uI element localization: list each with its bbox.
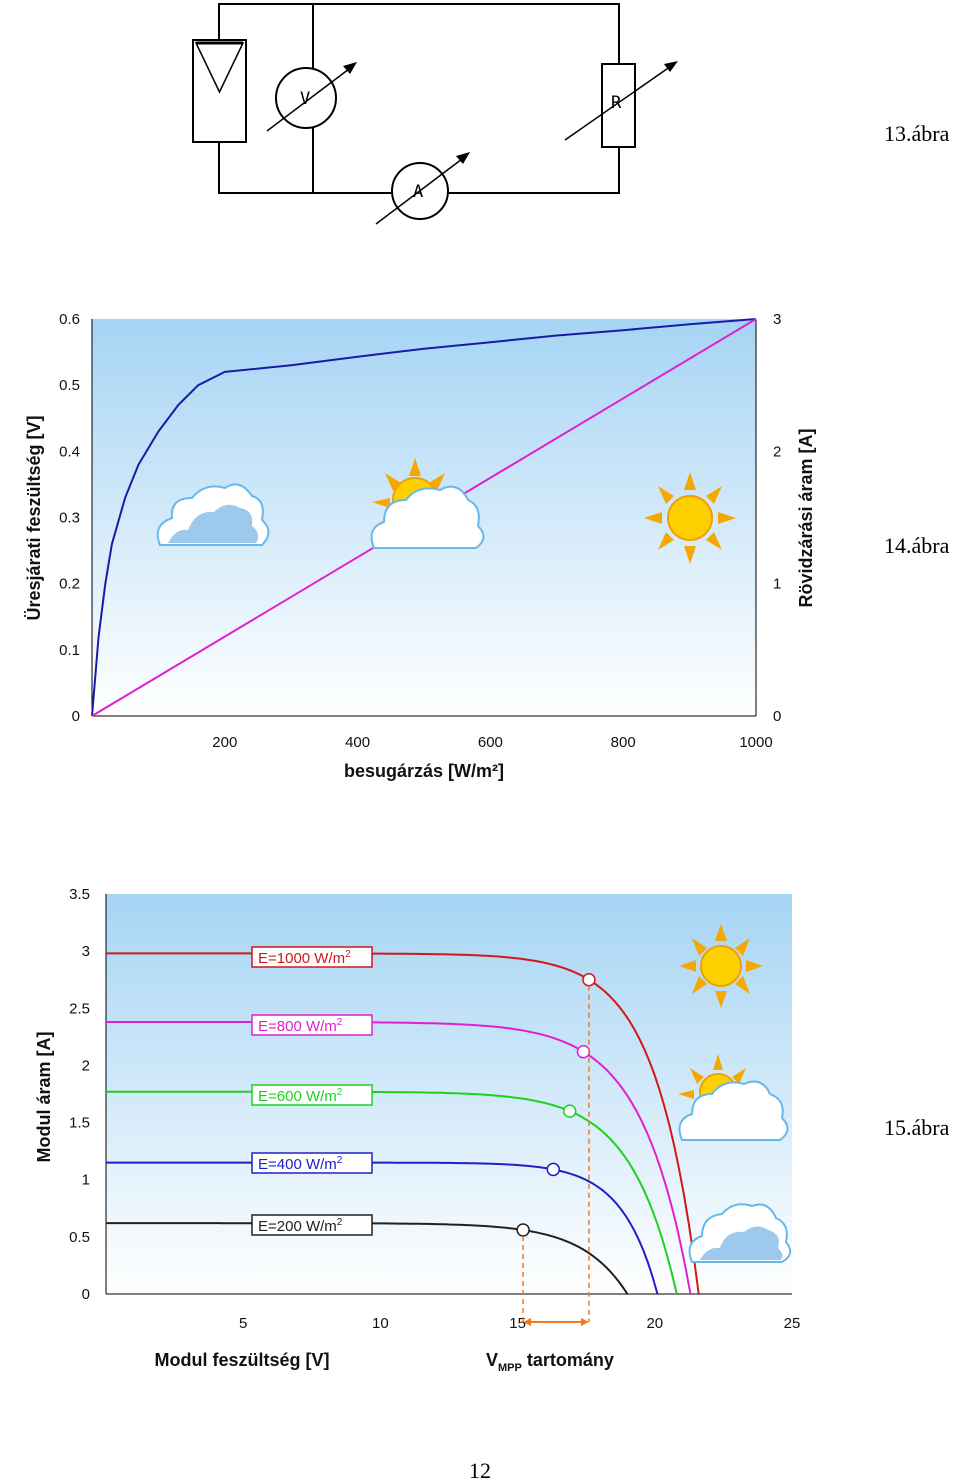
x-tick-label: 400 (345, 734, 370, 751)
y-tick-label: 1 (82, 1172, 90, 1189)
series-line-iv-curve (106, 952, 700, 1295)
vmpp-range-label: VMPP tartomány (486, 1350, 614, 1374)
x-tick-label: 15 (509, 1315, 526, 1332)
x-tick-label: 10 (372, 1315, 389, 1332)
mpp-point (516, 1223, 530, 1237)
y-left-tick-label: 0 (72, 708, 80, 725)
svg-text:E=200 W/m2: E=200 W/m2 (258, 1217, 343, 1235)
svg-text:E=600 W/m2: E=600 W/m2 (258, 1087, 343, 1105)
series-label: E=600 W/m2 (251, 1084, 373, 1106)
series-label: E=800 W/m2 (251, 1014, 373, 1036)
y-left-axis-label-14: Üresjárati feszültség [V] (24, 415, 44, 620)
sun-behind-cloud-icon (370, 458, 485, 549)
series-label: E=400 W/m2 (251, 1152, 373, 1174)
mpp-point (576, 1044, 591, 1059)
y-tick-label: 1.5 (69, 1115, 90, 1132)
x-tick-label: 20 (646, 1315, 663, 1332)
resistor-arrow-icon (564, 63, 675, 141)
y-right-axis-label-14: Rövidzárási áram [A] (796, 428, 816, 607)
x-tick-label: 5 (239, 1315, 247, 1332)
y-tick-label: 3.5 (69, 886, 90, 903)
figure-13-caption: 13.ábra (884, 121, 950, 146)
y-left-tick-label: 0.5 (59, 377, 80, 394)
sun-icon (644, 472, 736, 564)
sun-behind-cloud-icon (678, 1054, 789, 1141)
y-left-tick-label: 0.1 (59, 642, 80, 659)
x-axis-label-14: besugárzás [W/m²] (344, 761, 504, 781)
circuit-diagram: V A R (192, 3, 678, 225)
y-right-tick-label: 1 (773, 576, 781, 593)
series-line-iv-curve (106, 1090, 678, 1295)
y-tick-label: 2 (82, 1057, 90, 1074)
voltmeter-arrow-icon (266, 65, 354, 132)
x-tick-label: 800 (611, 734, 636, 751)
y-right-tick-label: 2 (773, 443, 781, 460)
svg-text:E=400 W/m2: E=400 W/m2 (258, 1155, 343, 1173)
page-number: 12 (469, 1458, 491, 1483)
y-axis-label-15: Modul áram [A] (34, 1031, 54, 1162)
voltmeter-label: V (300, 89, 310, 109)
x-tick-label: 25 (784, 1315, 801, 1332)
x-tick-label: 200 (212, 734, 237, 751)
y-left-tick-label: 0.2 (59, 576, 80, 593)
series-line-iv-curve (106, 1021, 692, 1295)
y-right-tick-label: 0 (773, 708, 781, 725)
y-right-tick-label: 3 (773, 311, 781, 328)
mpp-point (562, 1104, 577, 1118)
ammeter-arrow-icon (375, 155, 467, 225)
mpp-point (582, 972, 596, 987)
series-line-iv-curve (106, 1161, 659, 1295)
svg-text:E=800 W/m2: E=800 W/m2 (258, 1017, 343, 1035)
resistor-icon (601, 63, 636, 148)
x-tick-label: 600 (478, 734, 503, 751)
y-left-tick-label: 0.3 (59, 510, 80, 527)
sun-icon (679, 924, 763, 1008)
chart-iv-curves: 5 10 15 20 25 0 0.5 1 1.5 2 2.5 3 3.5 E=1000 W/m2 E=8… (34, 886, 800, 1374)
y-tick-label: 0.5 (69, 1229, 90, 1246)
x-tick-label: 1000 (739, 734, 772, 751)
y-left-tick-label: 0.6 (59, 311, 80, 328)
series-label: E=200 W/m2 (251, 1214, 373, 1236)
cloud-icon (688, 1203, 792, 1263)
cloud-icon (156, 483, 270, 546)
x-axis-label-15: Modul feszültség [V] (155, 1350, 330, 1370)
y-tick-label: 3 (82, 943, 90, 960)
series-label: E=1000 W/m2 (251, 946, 373, 968)
y-tick-label: 2.5 (69, 1000, 90, 1017)
mpp-point (546, 1162, 561, 1177)
chart-irradiance: 200 400 600 800 100000.10.20.30.40.50.60123 … (24, 311, 816, 781)
resistor-label: R (611, 93, 622, 113)
figure-15-caption: 15.ábra (884, 1115, 950, 1140)
series-line-open-circuit-voltage (91, 318, 757, 717)
figure-14-caption: 14.ábra (884, 533, 950, 558)
y-tick-label: 0 (82, 1286, 90, 1303)
svg-text:E=1000 W/m2: E=1000 W/m2 (258, 949, 351, 967)
y-left-tick-label: 0.4 (59, 443, 80, 460)
